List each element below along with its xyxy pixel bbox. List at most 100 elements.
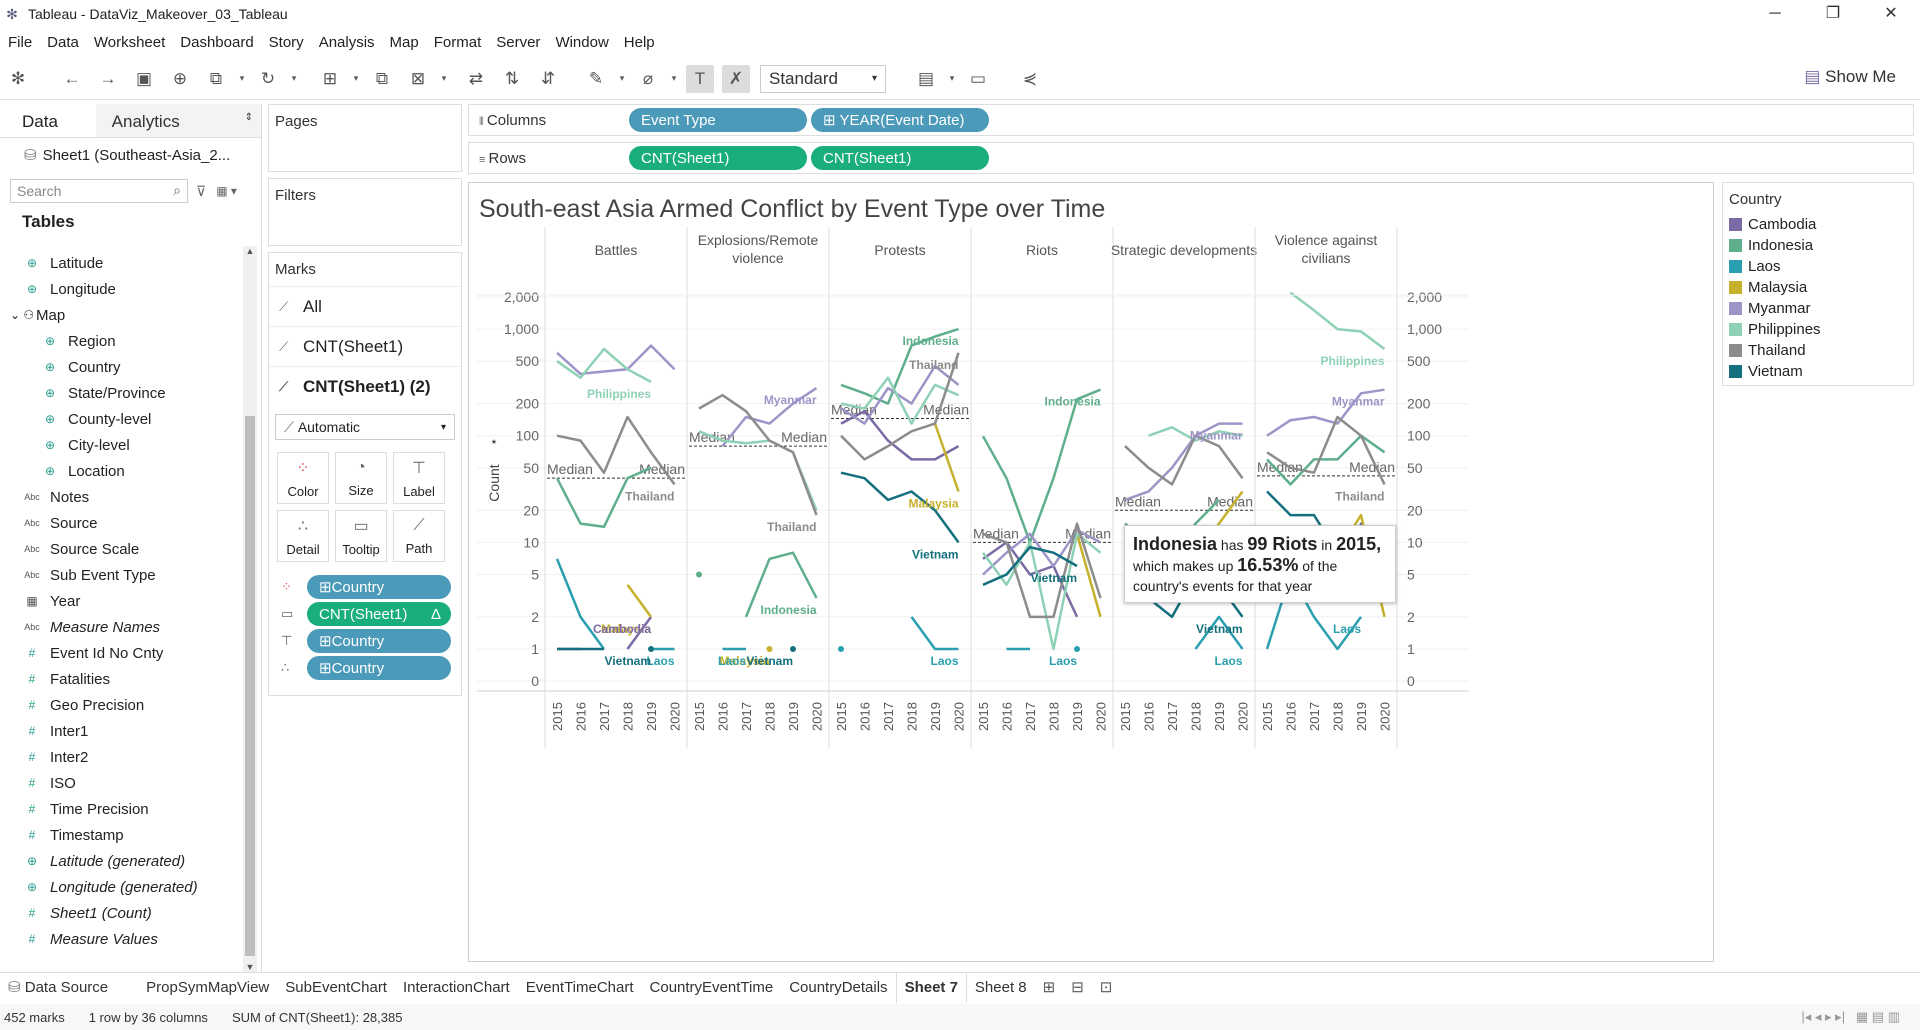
tab-countrydetails[interactable]: CountryDetails (789, 978, 888, 996)
field-item[interactable]: # Inter2 (0, 744, 240, 770)
field-item[interactable]: ▦ Year (0, 588, 240, 614)
mark-type-select[interactable]: ⟋ Automatic ▾ (275, 414, 455, 440)
search-input[interactable]: Search ⌕ (10, 179, 188, 203)
show-me-button[interactable]: ▤ Show Me (1804, 67, 1896, 87)
tab-subeventchart[interactable]: SubEventChart (285, 978, 387, 996)
presentation-mode-icon[interactable]: ▭ (969, 68, 987, 88)
path-button[interactable]: ⟋ Path (393, 510, 445, 562)
field-item[interactable]: # ISO (0, 770, 240, 796)
tab-sheet-7[interactable]: Sheet 7 (895, 972, 967, 1003)
field-item[interactable]: # Measure Values (0, 926, 240, 952)
tab-countryeventtime[interactable]: CountryEventTime (649, 978, 774, 996)
column-pill-event-type[interactable]: Event Type (629, 108, 807, 132)
datasource-item[interactable]: ⛁ Sheet1 (Southeast-Asia_2... (0, 138, 261, 170)
new-datasource-icon[interactable]: ⊕ (172, 68, 188, 88)
pause-updates-icon[interactable]: ⧉ (209, 68, 223, 88)
field-item[interactable]: # Inter1 (0, 718, 240, 744)
field-item[interactable]: # Timestamp (0, 822, 240, 848)
new-story-icon[interactable]: ⊡ (1099, 978, 1113, 996)
tableau-home-icon[interactable]: ✻ (10, 68, 26, 88)
show-labels-icon[interactable]: T (686, 64, 714, 93)
menu-window[interactable]: Window (555, 33, 609, 51)
tooltip-button[interactable]: ▭ Tooltip (335, 510, 387, 562)
legend-item[interactable]: Malaysia (1723, 277, 1913, 298)
legend-item[interactable]: Philippines (1723, 319, 1913, 340)
menu-server[interactable]: Server (496, 33, 541, 51)
filter-icon[interactable]: ⊽ (196, 182, 207, 199)
marks-all[interactable]: ⟋ All (269, 286, 461, 326)
field-item[interactable]: ⊕ Longitude (0, 276, 240, 302)
field-item[interactable]: ⊕ Region (0, 328, 240, 354)
menu-data[interactable]: Data (47, 33, 79, 51)
legend-item[interactable]: Vietnam (1723, 361, 1913, 382)
view-options-icon[interactable]: ▦ ▾ (216, 184, 237, 198)
field-item[interactable]: Abc Sub Event Type (0, 562, 240, 588)
share-icon[interactable]: ⋞ (1022, 68, 1038, 88)
dropdown-arrow-icon[interactable]: ▾ (239, 73, 245, 83)
field-item[interactable]: Abc Source Scale (0, 536, 240, 562)
color-pill-country[interactable]: ⁘ ⊞ Country (281, 575, 451, 599)
menu-analysis[interactable]: Analysis (318, 33, 375, 51)
tab-propsymmapview[interactable]: PropSymMapView (146, 978, 270, 996)
legend-item[interactable]: Myanmar (1723, 298, 1913, 319)
field-item[interactable]: ⊕ Latitude (generated) (0, 848, 240, 874)
undo-icon[interactable]: ← (63, 68, 81, 88)
field-item[interactable]: ⌄ ⚇ Map (0, 302, 240, 328)
legend-item[interactable]: Cambodia (1723, 214, 1913, 235)
swap-icon[interactable]: ⇄ (468, 68, 484, 88)
tab-data-source[interactable]: ⛁ Data Source (0, 973, 116, 1003)
marks-cnt-2[interactable]: ⟋ CNT(Sheet1) (2) (269, 366, 461, 406)
scrollbar-thumb[interactable] (245, 416, 255, 956)
menu-worksheet[interactable]: Worksheet (93, 33, 166, 51)
tooltip-pill-cnt[interactable]: ▭ CNT(Sheet1) Δ (281, 602, 451, 626)
fix-axes-icon[interactable]: ✗ (722, 64, 750, 93)
label-button[interactable]: ⊤ Label (393, 452, 445, 504)
menu-story[interactable]: Story (268, 33, 304, 51)
tab-sheet-8[interactable]: Sheet 8 (974, 978, 1027, 996)
menu-dashboard[interactable]: Dashboard (180, 33, 254, 51)
field-item[interactable]: # Geo Precision (0, 692, 240, 718)
field-item[interactable]: # Event Id No Cnty (0, 640, 240, 666)
field-item[interactable]: # Fatalities (0, 666, 240, 692)
new-worksheet-icon[interactable]: ⊞ (1042, 978, 1056, 996)
group-icon[interactable]: ⌀ (642, 68, 654, 88)
row-pill-cnt-2[interactable]: CNT(Sheet1) (811, 146, 989, 170)
filters-card[interactable]: Filters (268, 178, 462, 246)
field-item[interactable]: ⊕ Country (0, 354, 240, 380)
field-item[interactable]: ⊕ Location (0, 458, 240, 484)
sort-desc-icon[interactable]: ⇵ (540, 68, 556, 88)
field-item[interactable]: Abc Measure Names (0, 614, 240, 640)
field-item[interactable]: ⊕ Latitude (0, 250, 240, 276)
tab-analytics[interactable]: Analytics ⇕ (95, 104, 261, 137)
field-item[interactable]: Abc Source (0, 510, 240, 536)
label-pill-country[interactable]: ⊤ ⊞ Country (281, 629, 451, 653)
dropdown-arrow-icon[interactable]: ▾ (291, 73, 297, 83)
pages-card[interactable]: Pages (268, 104, 462, 172)
show-cards-icon[interactable]: ▤ (917, 68, 935, 88)
legend-item[interactable]: Laos (1723, 256, 1913, 277)
scroll-up-icon[interactable]: ▲ (245, 246, 255, 256)
legend-item[interactable]: Thailand (1723, 340, 1913, 361)
dropdown-arrow-icon[interactable]: ▾ (671, 73, 677, 83)
tab-eventtimechart[interactable]: EventTimeChart (525, 978, 634, 996)
menu-format[interactable]: Format (433, 33, 482, 51)
field-item[interactable]: ⊕ Longitude (generated) (0, 874, 240, 900)
columns-shelf[interactable]: ⦀ Columns Event Type ⊞ YEAR(Event Date) (468, 104, 1914, 136)
marks-cnt[interactable]: ⟋ CNT(Sheet1) (269, 326, 461, 366)
duplicate-icon[interactable]: ⧉ (375, 68, 389, 88)
sheet-nav-icons[interactable]: |◂ ◂ ▸ ▸| ▦ ▤ ▥ (1801, 1009, 1900, 1024)
field-item[interactable]: Abc Notes (0, 484, 240, 510)
field-item[interactable]: ⊕ County-level (0, 406, 240, 432)
scroll-down-icon[interactable]: ▼ (245, 962, 255, 972)
detail-button[interactable]: ∴ Detail (277, 510, 329, 562)
column-pill-year[interactable]: ⊞ YEAR(Event Date) (811, 108, 989, 132)
tab-interactionchart[interactable]: InteractionChart (402, 978, 510, 996)
viz-canvas[interactable]: South-east Asia Armed Conflict by Event … (468, 182, 1714, 962)
save-icon[interactable]: ▣ (135, 68, 153, 88)
field-item[interactable]: ⊕ City-level (0, 432, 240, 458)
rows-shelf[interactable]: ≡ Rows CNT(Sheet1) CNT(Sheet1) (468, 142, 1914, 174)
dropdown-arrow-icon[interactable]: ▾ (949, 73, 955, 83)
detail-pill-country[interactable]: ∴ ⊞ Country (281, 656, 451, 680)
menu-map[interactable]: Map (389, 33, 419, 51)
